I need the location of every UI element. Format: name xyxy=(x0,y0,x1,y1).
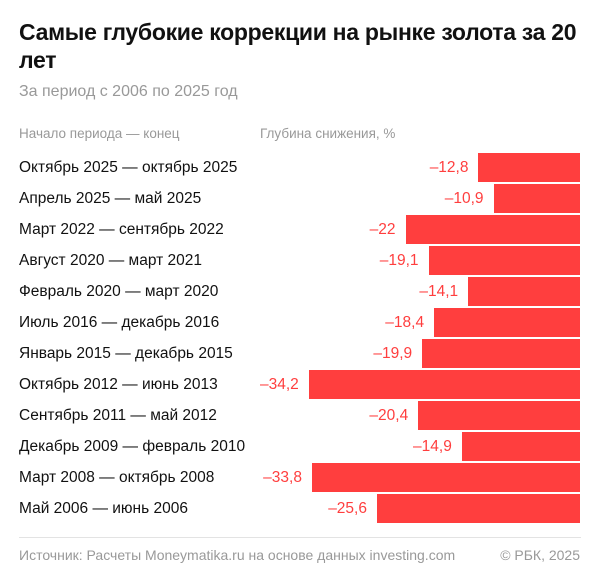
value-label: –20,4 xyxy=(369,407,409,424)
category-label: Март 2008 — октябрь 2008 xyxy=(19,469,215,486)
value-label: –14,1 xyxy=(419,283,459,300)
bar xyxy=(311,463,580,492)
value-label: –18,4 xyxy=(385,314,425,331)
copyright: © РБК, 2025 xyxy=(500,547,580,563)
chart-subtitle: За период с 2006 по 2025 год xyxy=(19,83,238,100)
bar xyxy=(478,153,580,182)
bar xyxy=(468,277,580,306)
category-label: Май 2006 — июнь 2006 xyxy=(19,500,188,517)
category-header: Начало периода — конец xyxy=(19,126,180,141)
value-label: –22 xyxy=(369,221,396,238)
category-label: Апрель 2025 — май 2025 xyxy=(19,190,202,207)
bar xyxy=(422,339,580,368)
bar xyxy=(428,246,580,275)
value-label: –25,6 xyxy=(328,500,367,517)
value-label: –10,9 xyxy=(444,190,484,207)
category-label: Октябрь 2012 — июнь 2013 xyxy=(19,376,218,393)
bar xyxy=(461,432,580,461)
bar xyxy=(493,184,580,213)
category-label: Январь 2015 — декабрь 2015 xyxy=(19,345,233,362)
category-label: Август 2020 — март 2021 xyxy=(19,252,202,269)
bar xyxy=(405,215,580,244)
value-header: Глубина снижения, % xyxy=(260,126,396,141)
value-label: –14,9 xyxy=(413,438,452,455)
category-label: Октябрь 2025 — октябрь 2025 xyxy=(19,159,238,176)
divider xyxy=(19,537,581,538)
chart-title: Самые глубокие коррекции на рынке золота… xyxy=(19,19,577,73)
category-label: Июль 2016 — декабрь 2016 xyxy=(19,314,220,331)
category-label: Сентябрь 2011 — май 2012 xyxy=(19,407,217,424)
value-label: –12,8 xyxy=(429,159,469,176)
bar xyxy=(418,401,580,430)
category-label: Март 2022 — сентябрь 2022 xyxy=(19,221,224,238)
source-note: Источник: Расчеты Moneymatika.ru на осно… xyxy=(19,547,456,563)
category-label: Февраль 2020 — март 2020 xyxy=(19,283,219,300)
value-label: –19,1 xyxy=(379,252,419,269)
bar xyxy=(376,494,580,523)
bar xyxy=(434,308,580,337)
value-label: –19,9 xyxy=(373,345,413,362)
value-label: –34,2 xyxy=(259,376,299,393)
bar xyxy=(308,370,580,399)
value-label: –33,8 xyxy=(263,469,302,486)
category-label: Декабрь 2009 — февраль 2010 xyxy=(19,438,246,455)
